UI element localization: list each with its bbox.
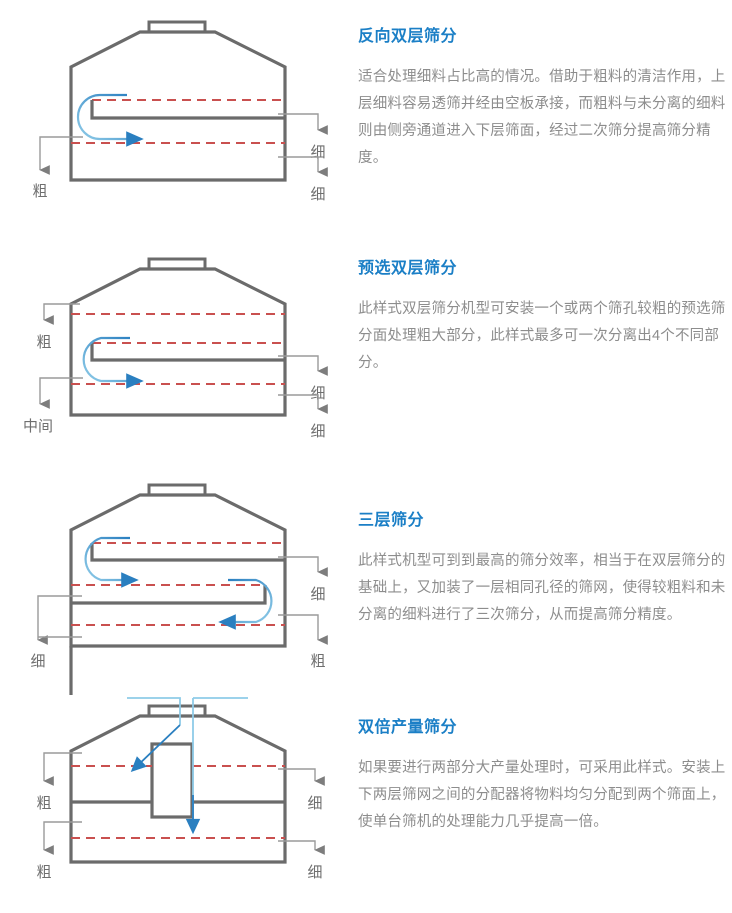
outlet-leader-right-2 <box>278 614 328 645</box>
screen-mesh-lines <box>71 99 285 144</box>
section-text-3: 三层筛分 此样式机型可到到最高的筛分效率，相当于在双层筛分的基础上，又加装了一层… <box>352 470 732 629</box>
section-text-1: 反向双层筛分 适合处理细料占比高的情况。借助于粗料的清洁作用，上层细料容易透筛并… <box>352 0 732 172</box>
section-title-3: 三层筛分 <box>358 512 425 529</box>
screen-mesh-lines <box>71 313 285 385</box>
double-capacity-diagram: 粗 粗 细 细 <box>0 695 352 913</box>
preselect-double-deck-diagram: 粗 中间 细 细 <box>0 232 352 457</box>
material-flow-arrow-upper <box>84 536 139 588</box>
diagram-svg-1: 粗 细 细 <box>32 20 328 203</box>
diagram-svg-2: 粗 中间 细 细 <box>23 257 328 440</box>
outlet-leader-left-1 <box>43 752 82 786</box>
outlet-label-right-2: 细 <box>310 423 325 440</box>
section-title-1: 反向双层筛分 <box>358 28 458 45</box>
blind-plate-decks <box>71 543 285 605</box>
material-flow-arrow-lower <box>218 578 273 630</box>
section-preselect-double-deck: 粗 中间 细 细 预选双层筛分 此样式双层筛分机型可安装一个或两个筛孔较粗的预选… <box>0 232 732 457</box>
outlet-leader-left-1 <box>37 595 82 645</box>
reverse-double-deck-diagram: 粗 细 细 <box>0 0 352 225</box>
outlet-label-left-1: 粗 <box>36 334 51 351</box>
triple-deck-diagram: 细 细 粗 <box>0 470 352 695</box>
outlet-label-left-1: 粗 <box>36 795 51 812</box>
outlet-leader-right-2 <box>278 156 328 177</box>
feed-chute <box>147 704 207 718</box>
section-body-3: 此样式机型可到到最高的筛分效率，相当于在双层筛分的基础上，又加装了一层相同孔径的… <box>358 552 726 623</box>
outlet-leader-left-2 <box>43 821 82 855</box>
section-body-4: 如果要进行两部分大产量处理时，可采用此样式。安装上下两层筛网之间的分配器将物料均… <box>358 759 726 830</box>
outlet-leader-right-1 <box>278 355 328 376</box>
section-body-2: 此样式双层筛分机型可安装一个或两个筛孔较粗的预选筛分面处理粗大部分，此样式最多可… <box>358 300 726 371</box>
feed-split-arrows <box>130 724 201 835</box>
outlet-label-left-2: 粗 <box>36 864 51 881</box>
section-text-4: 双倍产量筛分 如果要进行两部分大产量处理时，可采用此样式。安装上下两层筛网之间的… <box>352 695 732 836</box>
feed-chute <box>147 257 207 271</box>
outlet-leader-right-2 <box>278 394 328 414</box>
material-flow-arrow <box>82 336 144 389</box>
section-reverse-double-deck: 粗 细 细 反向双层筛分 适合处理细料占比高的情况。借助于粗料的清洁作用，上层细… <box>0 0 732 225</box>
outlet-label-right-1: 细 <box>310 586 325 603</box>
blind-plate-deck <box>90 100 285 120</box>
outlet-label-left-1: 粗 <box>32 183 47 200</box>
section-title-2: 预选双层筛分 <box>358 260 458 277</box>
outlet-leader-right-1 <box>278 768 325 786</box>
outlet-leader-left-2 <box>39 377 83 409</box>
material-splitter-box <box>150 742 194 819</box>
section-triple-deck: 细 细 粗 三层筛分 此样式机型可到到最高的筛分效率，相当于在双层筛分的基础上，… <box>0 470 732 695</box>
outlet-leader-left-1 <box>43 303 80 325</box>
feed-chute <box>147 483 207 497</box>
outlet-leader-left-1 <box>39 136 83 175</box>
diagram-svg-3: 细 细 粗 <box>0 470 328 695</box>
machine-shell <box>0 470 287 695</box>
outlet-label-right-2: 粗 <box>310 653 325 670</box>
outlet-label-left-1: 细 <box>30 653 45 670</box>
outlet-label-left-2: 中间 <box>23 418 53 435</box>
material-flow-arrow <box>76 93 144 147</box>
section-double-capacity: 粗 粗 细 细 双倍产量筛分 如果要进行两部分大产量处理时，可采用此样式。安装上… <box>0 695 732 913</box>
outlet-label-right-1: 细 <box>310 385 325 402</box>
section-title-4: 双倍产量筛分 <box>358 719 458 736</box>
machine-shell <box>69 714 287 864</box>
feed-chute <box>147 20 207 34</box>
section-text-2: 预选双层筛分 此样式双层筛分机型可安装一个或两个筛孔较粗的预选筛分面处理粗大部分… <box>352 232 732 377</box>
diagram-svg-4: 粗 粗 细 细 <box>36 697 325 881</box>
outlet-leader-right-1 <box>278 556 328 577</box>
machine-shell <box>69 267 287 417</box>
outlet-leader-right-2 <box>278 840 325 855</box>
outlet-label-right-2: 细 <box>307 864 322 881</box>
outlet-leader-right-1 <box>278 113 328 135</box>
screen-mesh-lines <box>71 542 285 626</box>
outlet-label-right-2: 细 <box>310 186 325 203</box>
blind-plate-deck <box>90 343 285 362</box>
machine-shell <box>69 30 287 182</box>
outlet-label-right-1: 细 <box>307 795 322 812</box>
section-body-1: 适合处理细料占比高的情况。借助于粗料的清洁作用，上层细料容易透筛并经由空板承接，… <box>358 68 726 166</box>
